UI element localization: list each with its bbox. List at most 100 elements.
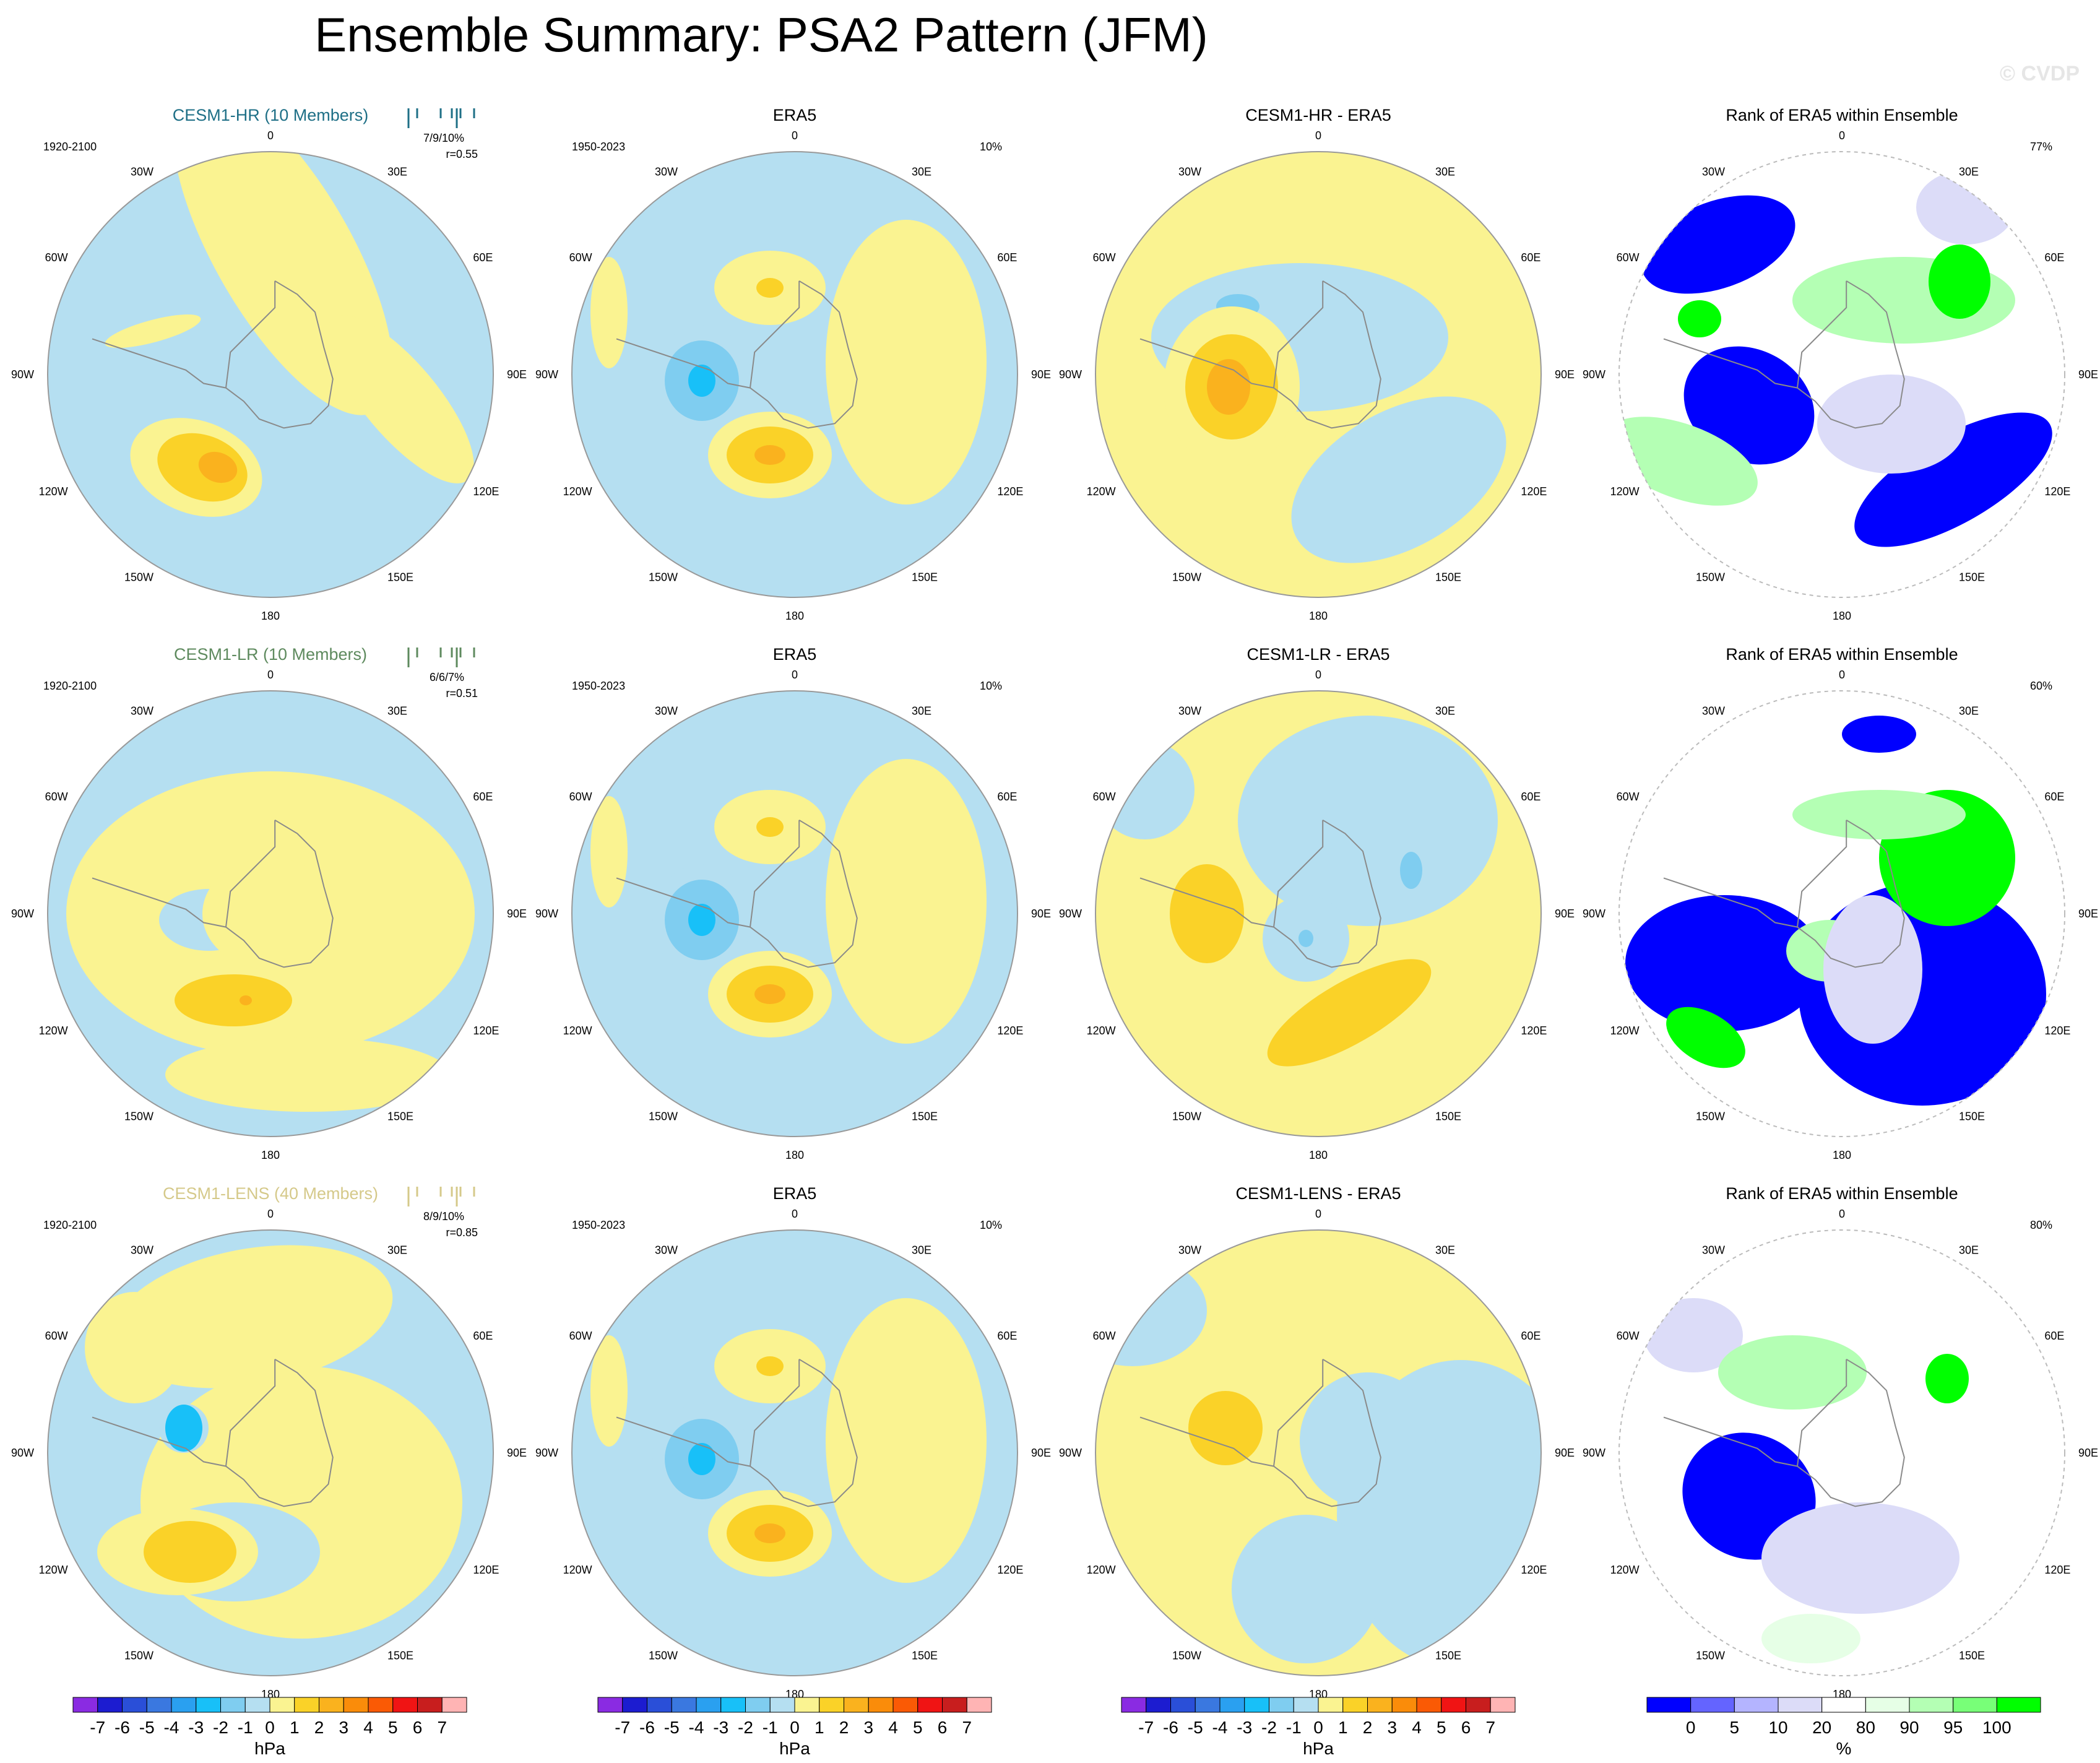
map-panel: 0 30E 60E 90E 120E 150E 180 150W 120W 90W 60W 30W ER… bbox=[535, 645, 1051, 1161]
antarctica-coastline bbox=[1139, 1358, 1381, 1507]
longitude-label: 120E bbox=[2044, 485, 2070, 498]
longitude-label: 60W bbox=[45, 1330, 68, 1342]
contour-region bbox=[1238, 716, 1498, 926]
longitude-label: 30W bbox=[131, 705, 153, 717]
longitude-label: 90E bbox=[2078, 368, 2098, 381]
map-panel: 0 30E 60E 90E 120E 150E 180 150W 120W 90W 60W 30W CE… bbox=[1059, 645, 1575, 1161]
longitude-label: 60W bbox=[1093, 791, 1116, 803]
longitude-label: 30E bbox=[1435, 705, 1455, 717]
rank-region bbox=[1683, 346, 1815, 465]
antarctica-coastline bbox=[92, 1358, 334, 1507]
antarctica-coastline bbox=[1663, 280, 1905, 429]
longitude-label: 60W bbox=[45, 251, 68, 264]
longitude-label: 150E bbox=[912, 1649, 938, 1661]
panel-title: CESM1-HR - ERA5 bbox=[1245, 106, 1391, 124]
contour-region bbox=[826, 220, 987, 505]
colorbar-swatch bbox=[696, 1697, 722, 1713]
longitude-label: 90W bbox=[11, 907, 34, 920]
colorbar-swatch bbox=[622, 1697, 647, 1713]
longitude-label: 120E bbox=[997, 485, 1023, 498]
longitude-label: 60E bbox=[1521, 791, 1540, 803]
map-field bbox=[48, 152, 493, 597]
longitude-label: 60W bbox=[1617, 251, 1640, 264]
longitude-label: 90W bbox=[11, 1447, 34, 1459]
antarctica-coastline bbox=[1663, 1358, 1905, 1507]
colorbar-swatch bbox=[220, 1697, 246, 1713]
colorbar-swatch bbox=[1367, 1697, 1393, 1713]
contour-region bbox=[756, 1356, 784, 1376]
map-boundary bbox=[571, 1229, 1018, 1676]
contour-region bbox=[1232, 1515, 1380, 1663]
colorbar-swatch bbox=[196, 1697, 221, 1713]
colorbar-swatch bbox=[720, 1697, 746, 1713]
longitude-label: 150W bbox=[649, 571, 678, 583]
colorbar-tick: -6 bbox=[115, 1718, 130, 1737]
contour-region bbox=[144, 1521, 236, 1583]
longitude-label: 120W bbox=[563, 1564, 592, 1576]
longitude-label: 60E bbox=[1521, 1330, 1540, 1342]
longitude-label: 90E bbox=[507, 907, 527, 920]
rank-region bbox=[1666, 1007, 1745, 1068]
map-field bbox=[48, 1230, 493, 1676]
colorbar-swatch bbox=[1244, 1697, 1269, 1713]
colorbar-tick: -1 bbox=[1286, 1718, 1302, 1737]
colorbar-tick: 90 bbox=[1899, 1718, 1919, 1737]
map-field bbox=[1619, 691, 2065, 1137]
longitude-label: 150E bbox=[912, 1110, 938, 1122]
colorbar-swatch bbox=[942, 1697, 967, 1713]
longitude-label: 120E bbox=[997, 1564, 1023, 1576]
longitude-label: 90E bbox=[2078, 1447, 2098, 1459]
antarctica-coastline bbox=[225, 280, 276, 388]
colorbar-tick: -4 bbox=[1212, 1718, 1228, 1737]
colorbar-tick: 4 bbox=[1412, 1718, 1422, 1737]
colorbar-tick: 1 bbox=[1338, 1718, 1348, 1737]
longitude-label: 0 bbox=[1839, 669, 1845, 681]
longitude-label: 30E bbox=[912, 166, 931, 178]
colorbar-swatch bbox=[892, 1697, 918, 1713]
longitude-label: 180 bbox=[1833, 1149, 1851, 1161]
longitude-label: 30E bbox=[1435, 166, 1455, 178]
longitude-label: 60E bbox=[2044, 1330, 2064, 1342]
longitude-label: 0 bbox=[267, 1208, 274, 1220]
longitude-label: 120W bbox=[39, 1564, 68, 1576]
colorbar-unit: % bbox=[1836, 1739, 1852, 1758]
longitude-label: 0 bbox=[267, 129, 274, 142]
longitude-label: 90W bbox=[11, 368, 34, 381]
longitude-label: 30W bbox=[655, 705, 678, 717]
longitude-label: 90E bbox=[1555, 368, 1575, 381]
colorbar-swatch bbox=[1778, 1697, 1823, 1713]
colorbar-tick: 0 bbox=[1686, 1718, 1696, 1737]
map-boundary bbox=[1618, 1229, 2065, 1676]
contour-region bbox=[165, 1037, 450, 1112]
longitude-label: 30E bbox=[912, 705, 931, 717]
longitude-label: 0 bbox=[1315, 1208, 1321, 1220]
colorbar-tick: 2 bbox=[839, 1718, 849, 1737]
longitude-label: 150E bbox=[1959, 1649, 1985, 1661]
colorbar-swatch bbox=[844, 1697, 869, 1713]
colorbar-tick: 5 bbox=[913, 1718, 923, 1737]
map-panel: 0 30E 60E 90E 120E 150E 180 150W 120W 90W 60W 30W Ra… bbox=[1583, 645, 2098, 1161]
colorbar-tick: 10 bbox=[1768, 1718, 1787, 1737]
longitude-label: 60E bbox=[473, 251, 493, 264]
colorbar-tick: 80 bbox=[1856, 1718, 1875, 1737]
longitude-label: 60W bbox=[45, 791, 68, 803]
longitude-label: 60W bbox=[1617, 1330, 1640, 1342]
map-boundary bbox=[1095, 151, 1542, 598]
colorbar-tick: 6 bbox=[413, 1718, 423, 1737]
contour-region bbox=[1291, 396, 1506, 563]
antarctica-coastline bbox=[750, 820, 800, 927]
longitude-label: 0 bbox=[792, 669, 798, 681]
map-field bbox=[572, 691, 1018, 1137]
contour-region bbox=[1300, 1372, 1436, 1509]
colorbar-tick: 7 bbox=[1485, 1718, 1495, 1737]
map-boundary bbox=[1618, 151, 2065, 598]
stats-correlation: r=0.55 bbox=[446, 148, 478, 160]
antarctica-coastline bbox=[225, 820, 276, 927]
colorbar-swatch bbox=[794, 1697, 820, 1713]
panel-title: Rank of ERA5 within Ensemble bbox=[1726, 106, 1958, 124]
antarctica-coastline bbox=[1797, 1359, 1847, 1466]
longitude-label: 180 bbox=[1833, 610, 1851, 622]
colorbar-tick: 20 bbox=[1812, 1718, 1831, 1737]
longitude-label: 180 bbox=[1309, 610, 1328, 622]
